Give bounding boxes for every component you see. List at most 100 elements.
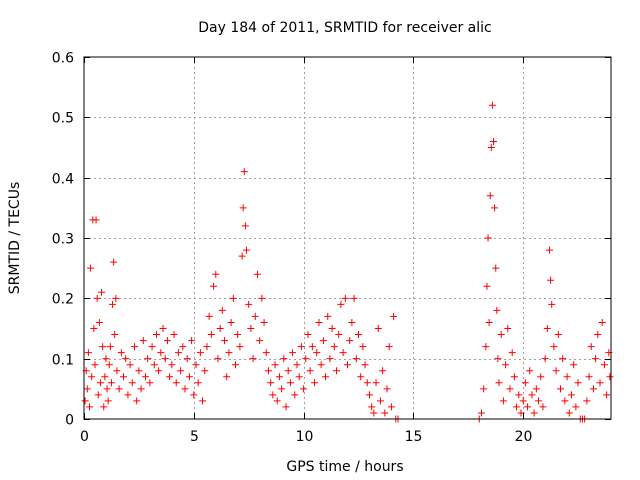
data-point: [150, 361, 158, 369]
data-point: [295, 373, 303, 381]
data-point: [504, 325, 512, 332]
data-point: [291, 391, 299, 399]
data-point: [194, 379, 202, 387]
data-point: [574, 379, 582, 387]
data-point: [491, 204, 499, 212]
data-point: [289, 349, 297, 357]
data-point: [383, 385, 391, 393]
data-point: [341, 294, 349, 302]
data-point: [589, 385, 597, 393]
data-point: [554, 331, 562, 339]
data-point: [365, 391, 373, 399]
data-point: [110, 258, 118, 266]
data-point: [486, 192, 494, 200]
data-point: [94, 391, 102, 399]
data-point: [100, 403, 108, 411]
data-point: [339, 349, 347, 357]
y-tick-label: 0.4: [52, 172, 74, 188]
y-tick-label: 0.6: [52, 51, 74, 67]
data-point: [172, 379, 180, 387]
data-points: [81, 101, 614, 423]
data-point: [313, 349, 321, 357]
x-tick-label: 0: [80, 429, 89, 445]
data-point: [552, 367, 560, 375]
data-point: [269, 391, 277, 399]
data-point: [135, 367, 143, 375]
data-point: [188, 337, 196, 345]
data-point: [494, 355, 502, 363]
axis-ticks: [84, 57, 611, 420]
data-point: [238, 252, 246, 260]
data-point: [370, 409, 378, 417]
data-point: [326, 355, 334, 363]
data-point: [216, 325, 224, 332]
data-point: [596, 379, 604, 387]
data-point: [282, 403, 290, 411]
data-point: [190, 391, 198, 399]
data-point: [297, 343, 305, 351]
data-point: [139, 337, 147, 345]
data-point: [302, 355, 310, 363]
data-point: [337, 300, 345, 308]
data-point: [344, 361, 351, 369]
data-point: [232, 361, 240, 369]
data-point: [109, 300, 117, 308]
data-point: [570, 361, 578, 369]
data-point: [106, 343, 114, 351]
data-point: [174, 349, 182, 357]
data-point: [157, 349, 165, 357]
data-point: [102, 355, 110, 363]
data-point: [390, 312, 398, 320]
data-point: [594, 331, 602, 339]
data-point: [304, 331, 312, 339]
data-point: [493, 306, 501, 314]
data-point: [374, 325, 382, 332]
data-point: [256, 337, 264, 345]
data-point: [543, 325, 551, 332]
data-point: [286, 379, 294, 387]
data-point: [236, 343, 244, 351]
data-point: [328, 325, 336, 332]
data-point: [372, 379, 380, 387]
data-point: [354, 331, 362, 339]
data-point: [311, 379, 319, 387]
data-point: [598, 318, 606, 326]
data-point: [275, 373, 283, 381]
data-point: [264, 367, 272, 375]
data-point: [280, 355, 288, 363]
x-axis-label: GPS time / hours: [286, 459, 403, 475]
data-point: [484, 234, 492, 242]
y-axis-label: SRMTID / TECUs: [7, 182, 23, 295]
data-point: [606, 373, 614, 381]
data-point: [561, 397, 569, 405]
data-point: [273, 397, 281, 405]
data-point: [567, 391, 575, 399]
data-point: [83, 385, 91, 393]
data-point: [98, 288, 106, 296]
data-point: [530, 409, 538, 417]
data-point: [84, 349, 92, 357]
data-point: [101, 373, 109, 381]
data-point: [528, 391, 536, 399]
data-point: [229, 294, 237, 302]
data-point: [308, 343, 316, 351]
data-point: [483, 282, 491, 290]
data-point: [221, 337, 229, 345]
data-point: [262, 349, 270, 357]
data-point: [513, 403, 521, 411]
y-tick-label: 0.3: [52, 232, 74, 248]
data-point: [227, 318, 235, 326]
data-point: [585, 373, 593, 381]
data-point: [126, 361, 134, 369]
data-point: [93, 294, 101, 302]
data-point: [185, 373, 193, 381]
data-point: [572, 403, 580, 411]
data-point: [242, 246, 250, 254]
data-point: [113, 367, 121, 375]
data-point: [199, 397, 207, 405]
data-point: [192, 361, 200, 369]
data-point: [120, 373, 128, 381]
data-point: [146, 379, 154, 387]
data-point: [92, 216, 100, 224]
data-point: [550, 343, 558, 351]
